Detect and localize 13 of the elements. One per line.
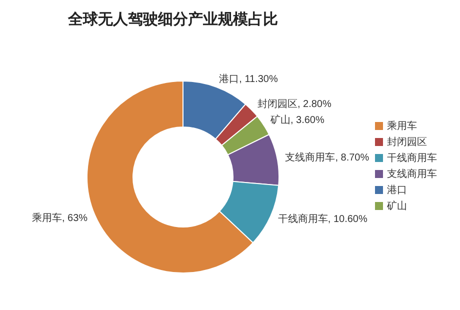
legend-label: 支线商用车 <box>387 169 437 180</box>
legend-label: 干线商用车 <box>387 153 437 164</box>
data-label: 乘用车, 63% <box>32 212 88 224</box>
chart-title: 全球无人驾驶细分产业规模占比 <box>66 10 279 30</box>
legend-label: 港口 <box>387 185 407 196</box>
legend-label: 乘用车 <box>387 121 417 132</box>
data-label: 矿山, 3.60% <box>269 114 324 126</box>
data-label: 封闭园区, 2.80% <box>257 98 332 110</box>
legend-label: 封闭园区 <box>387 137 427 148</box>
data-label: 支线商用车, 8.70% <box>285 151 370 164</box>
legend-label: 矿山 <box>387 201 407 212</box>
data-label: 干线商用车, 10.60% <box>278 213 368 225</box>
data-label: 港口, 11.30% <box>219 72 278 85</box>
